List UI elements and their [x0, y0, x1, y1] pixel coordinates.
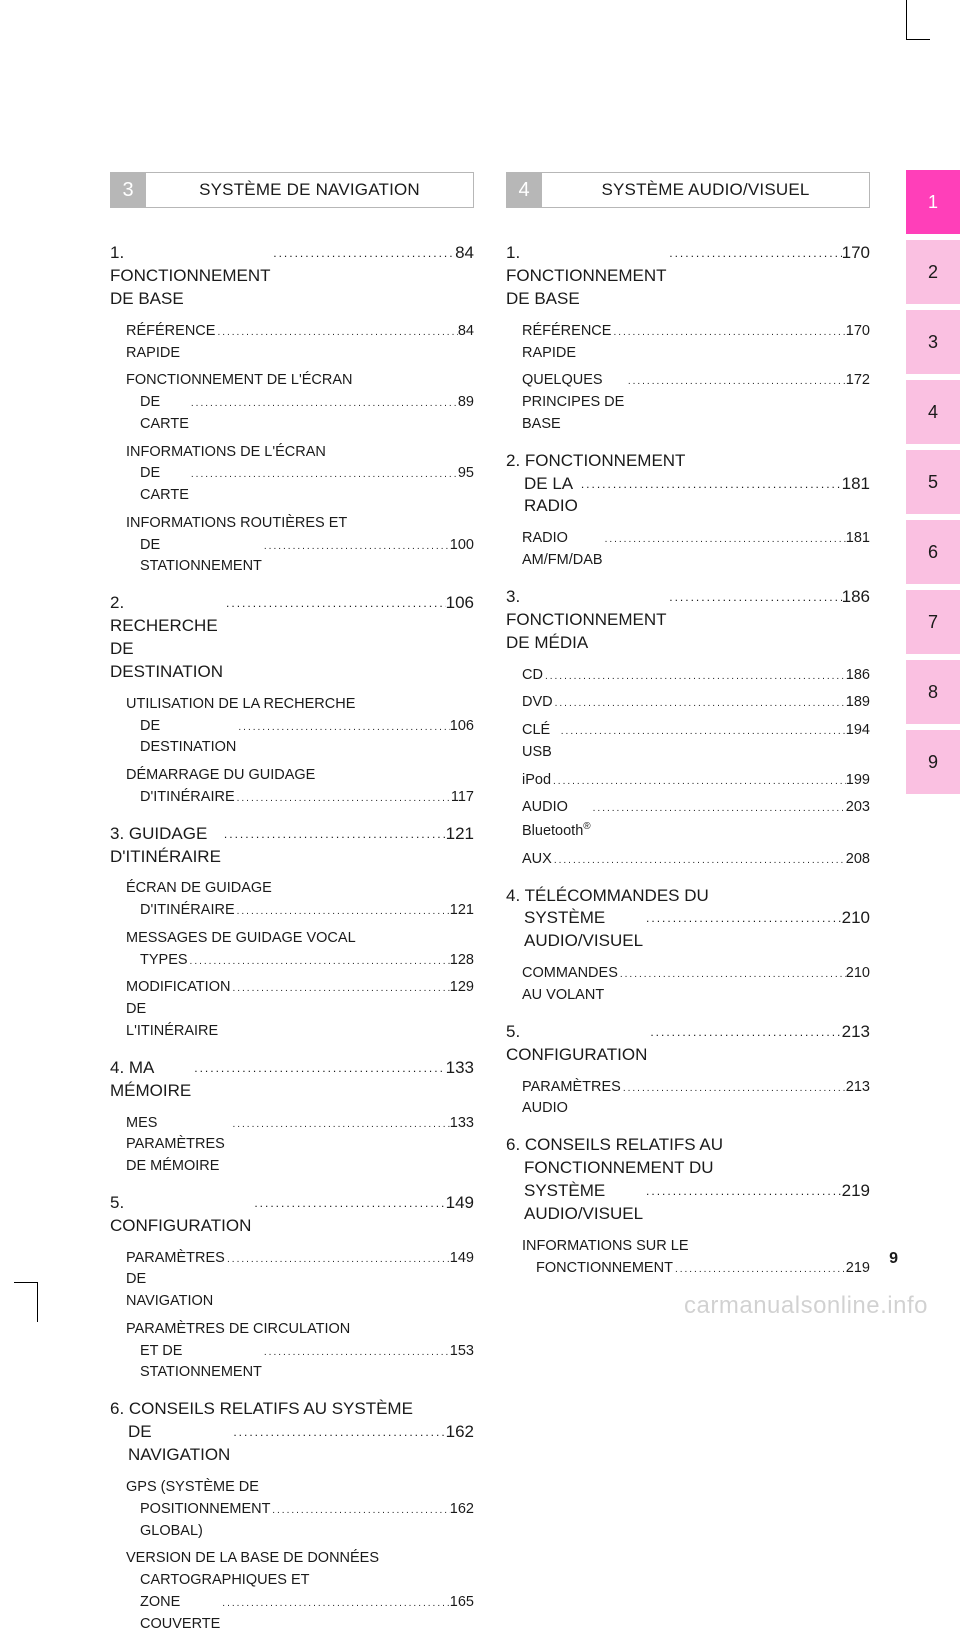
toc-group: 5. CONFIGURATION213 PARAMÈTRES AUDIO213: [506, 1021, 870, 1120]
toc-heading: 1. FONCTIONNEMENT DE BASE170: [506, 242, 870, 311]
side-tab[interactable]: 7: [906, 590, 960, 654]
section-header: 3SYSTÈME DE NAVIGATION: [110, 172, 474, 208]
watermark: carmanualsonline.info: [684, 1292, 928, 1320]
side-tabs: 123456789: [906, 170, 960, 800]
toc-group: 4. TÉLÉCOMMANDES DUSYSTÈME AUDIO/VISUEL2…: [506, 885, 870, 1007]
toc-entry: MESSAGES DE GUIDAGE VOCALTYPES128: [126, 928, 474, 972]
toc-entry: PARAMÈTRES DE CIRCULATIONET DE STATIONNE…: [126, 1319, 474, 1384]
toc-group: 6. CONSEILS RELATIFS AUFONCTIONNEMENT DU…: [506, 1134, 870, 1279]
toc-group: 2. FONCTIONNEMENTDE LA RADIO181 RADIO AM/…: [506, 450, 870, 572]
section-title: SYSTÈME DE NAVIGATION: [146, 172, 474, 208]
toc-heading: 6. CONSEILS RELATIFS AUFONCTIONNEMENT DU…: [506, 1134, 870, 1226]
toc-entry: PARAMÈTRES AUDIO213: [522, 1077, 870, 1121]
column-right: 4SYSTÈME AUDIO/VISUEL 1. FONCTIONNEMENT D…: [506, 172, 870, 1649]
section-number: 4: [506, 172, 542, 208]
toc-entry: QUELQUES PRINCIPES DE BASE172: [522, 370, 870, 435]
toc-entry: COMMANDES AU VOLANT210: [522, 963, 870, 1007]
side-tab[interactable]: 9: [906, 730, 960, 794]
toc-group: 4. MA MÉMOIRE133 MES PARAMÈTRES DE MÉMOIR…: [110, 1057, 474, 1178]
toc-entry: CD186: [522, 665, 870, 687]
side-tab[interactable]: 1: [906, 170, 960, 234]
page: 3SYSTÈME DE NAVIGATION1. FONCTIONNEMENT …: [0, 0, 960, 1332]
toc-heading: 4. MA MÉMOIRE133: [110, 1057, 474, 1103]
toc-entry: DÉMARRAGE DU GUIDAGED'ITINÉRAIRE117: [126, 765, 474, 809]
toc-entry: INFORMATIONS ROUTIÈRES ETDE STATIONNEMEN…: [126, 513, 474, 578]
toc-heading: 3. GUIDAGE D'ITINÉRAIRE121: [110, 823, 474, 869]
toc-entry: GPS (SYSTÈME DEPOSITIONNEMENT GLOBAL)162: [126, 1477, 474, 1542]
toc-group: 1. FONCTIONNEMENT DE BASE84 RÉFÉRENCE RAP…: [110, 242, 474, 578]
toc-entry: RÉFÉRENCE RAPIDE170: [522, 321, 870, 365]
toc-entry: RÉFÉRENCE RAPIDE84: [126, 321, 474, 365]
toc-heading: 1. FONCTIONNEMENT DE BASE84: [110, 242, 474, 311]
toc-heading: 6. CONSEILS RELATIFS AU SYSTÈMEDE NAVIGA…: [110, 1398, 474, 1467]
side-tab[interactable]: 3: [906, 310, 960, 374]
toc-entry: FONCTIONNEMENT DE L'ÉCRANDE CARTE89: [126, 370, 474, 435]
toc-entry: INFORMATIONS DE L'ÉCRANDE CARTE95: [126, 442, 474, 507]
crop-mark: [14, 1282, 38, 1322]
toc-entry: INFORMATIONS SUR LEFONCTIONNEMENT219: [522, 1236, 870, 1280]
toc-entry: PARAMÈTRES DE NAVIGATION149: [126, 1248, 474, 1313]
toc-entry: AUX208: [522, 849, 870, 871]
toc-group: 1. FONCTIONNEMENT DE BASE170 RÉFÉRENCE RA…: [506, 242, 870, 436]
section-title: SYSTÈME AUDIO/VISUEL: [542, 172, 870, 208]
toc-heading: 5. CONFIGURATION213: [506, 1021, 870, 1067]
toc-entry: DVD189: [522, 692, 870, 714]
toc-group: 2. RECHERCHE DE DESTINATION106 UTILISATIO…: [110, 592, 474, 809]
side-tab[interactable]: 8: [906, 660, 960, 724]
toc-entry: AUDIO Bluetooth®203: [522, 797, 870, 842]
toc-entry: CLÉ USB194: [522, 720, 870, 764]
toc-entry: MES PARAMÈTRES DE MÉMOIRE133: [126, 1113, 474, 1178]
toc-entry: RADIO AM/FM/DAB181: [522, 528, 870, 572]
toc-entry: VERSION DE LA BASE DE DONNÉESCARTOGRAPHI…: [126, 1548, 474, 1635]
content-columns: 3SYSTÈME DE NAVIGATION 1. FONCTIONNEMENT …: [110, 172, 870, 1649]
toc-entry: UTILISATION DE LA RECHERCHEDE DESTINATIO…: [126, 694, 474, 759]
section-number: 3: [110, 172, 146, 208]
page-number: 9: [889, 1250, 898, 1268]
toc-heading: 5. CONFIGURATION149: [110, 1192, 474, 1238]
toc-heading: 2. RECHERCHE DE DESTINATION106: [110, 592, 474, 684]
column-left: 3SYSTÈME DE NAVIGATION 1. FONCTIONNEMENT …: [110, 172, 474, 1649]
toc-entry: ÉCRAN DE GUIDAGED'ITINÉRAIRE121: [126, 878, 474, 922]
side-tab[interactable]: 2: [906, 240, 960, 304]
side-tab[interactable]: 6: [906, 520, 960, 584]
toc-group: 6. CONSEILS RELATIFS AU SYSTÈMEDE NAVIGA…: [110, 1398, 474, 1635]
toc-entry: iPod199: [522, 770, 870, 792]
toc-entry: MODIFICATION DE L'ITINÉRAIRE129: [126, 977, 474, 1042]
toc-group: 3. GUIDAGE D'ITINÉRAIRE121 ÉCRAN DE GUIDA…: [110, 823, 474, 1043]
toc-group: 3. FONCTIONNEMENT DE MÉDIA186 CD186 DVD189…: [506, 586, 870, 871]
side-tab[interactable]: 4: [906, 380, 960, 444]
toc-group: 5. CONFIGURATION149 PARAMÈTRES DE NAVIGAT…: [110, 1192, 474, 1384]
section-header: 4SYSTÈME AUDIO/VISUEL: [506, 172, 870, 208]
toc-heading: 3. FONCTIONNEMENT DE MÉDIA186: [506, 586, 870, 655]
toc-heading: 4. TÉLÉCOMMANDES DUSYSTÈME AUDIO/VISUEL2…: [506, 885, 870, 954]
crop-mark: [906, 0, 930, 40]
side-tab[interactable]: 5: [906, 450, 960, 514]
toc-heading: 2. FONCTIONNEMENTDE LA RADIO181: [506, 450, 870, 519]
